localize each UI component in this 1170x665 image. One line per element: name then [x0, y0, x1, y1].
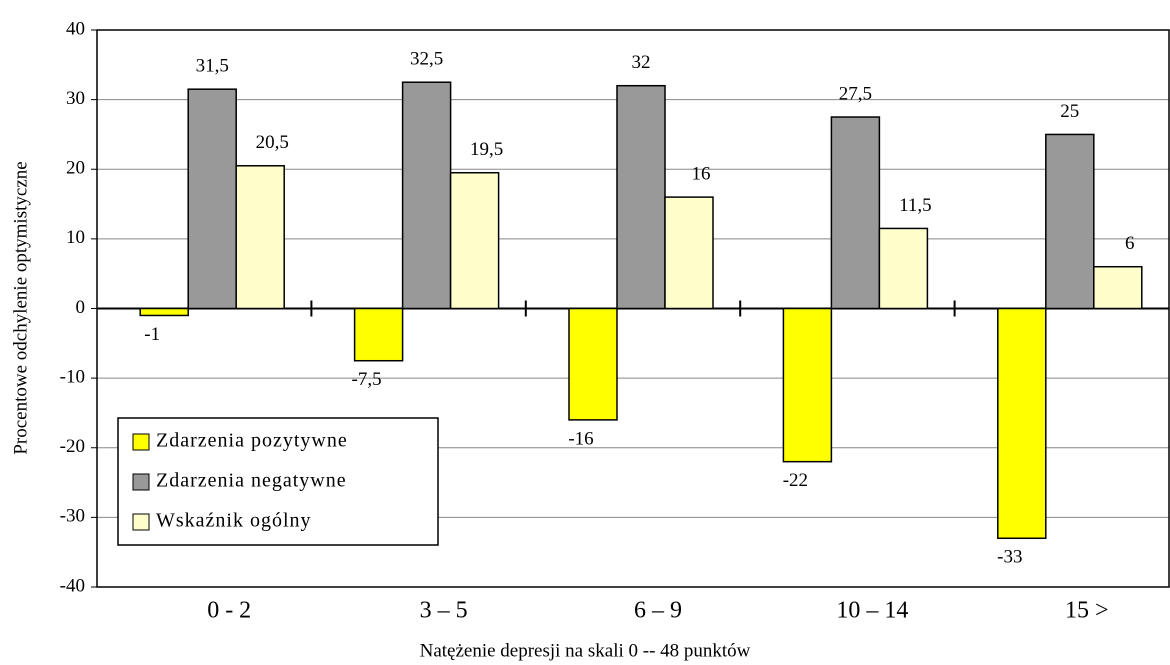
bar: [878, 227, 929, 310]
y-tick-label: -40: [60, 575, 85, 596]
x-tick-label: 15 >: [1065, 598, 1109, 624]
y-tick-label: 40: [66, 18, 85, 39]
x-tick-label: 3 – 5: [420, 598, 468, 624]
data-label: -7,5: [352, 369, 382, 390]
bar: [997, 307, 1047, 540]
y-tick-label: 10: [66, 227, 85, 248]
legend-label: Zdarzenia negatywne: [156, 470, 347, 492]
bar: [1093, 265, 1143, 310]
legend-swatch: [132, 473, 150, 491]
y-tick-label: 20: [66, 158, 85, 179]
bar: [235, 165, 285, 310]
x-tick-label: 6 – 9: [634, 598, 682, 624]
legend-label: Wskaźnik ogólny: [156, 510, 312, 532]
bar: [401, 81, 452, 310]
data-label: 32,5: [410, 49, 443, 70]
data-label: 27,5: [839, 83, 872, 104]
legend-swatch: [132, 433, 150, 451]
data-label: 32: [632, 52, 651, 73]
bar: [616, 84, 666, 310]
data-label: -33: [997, 547, 1022, 568]
x-tick-label: 0 - 2: [207, 598, 251, 624]
bar: [664, 196, 714, 310]
data-label: -22: [783, 470, 808, 491]
bar: [139, 307, 189, 317]
bar: [782, 307, 833, 463]
data-label: -1: [144, 324, 160, 345]
bar: [353, 307, 404, 362]
data-label: -16: [568, 428, 593, 449]
data-label: 19,5: [470, 139, 503, 160]
data-label: 11,5: [899, 195, 932, 216]
legend-box: [117, 417, 439, 546]
data-label: 16: [692, 163, 711, 184]
bar: [830, 116, 881, 310]
legend-swatch: [132, 513, 150, 531]
x-axis-title: Natężenie depresji na skali 0 -- 48 punk…: [420, 640, 751, 661]
x-tick-label: 10 – 14: [836, 598, 908, 624]
y-axis-title: Procentowe odchylenie optymistyczne: [10, 161, 31, 454]
data-label: 6: [1125, 233, 1135, 254]
y-tick-label: -30: [60, 506, 85, 527]
legend-label: Zdarzenia pozytywne: [156, 430, 348, 452]
y-tick-label: -10: [60, 366, 85, 387]
bar: [187, 88, 237, 310]
y-tick-label: -20: [60, 436, 85, 457]
legend: Zdarzenia pozytywne Zdarzenia negatywne Ws…: [117, 417, 439, 546]
data-label: 20,5: [256, 132, 289, 153]
bar: [1045, 133, 1095, 310]
y-tick-label: 0: [76, 297, 86, 318]
data-label: 31,5: [196, 56, 229, 77]
data-label: 25: [1060, 101, 1079, 122]
y-tick-label: 30: [66, 88, 85, 109]
bar: [568, 307, 618, 421]
bar: [449, 171, 500, 310]
